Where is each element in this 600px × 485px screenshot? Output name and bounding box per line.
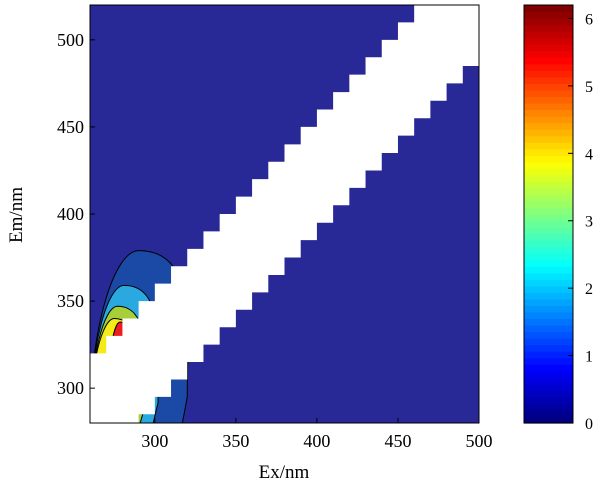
colorbar-segment bbox=[524, 390, 573, 398]
colorbar-segment bbox=[524, 37, 573, 45]
colorbar-segment bbox=[524, 331, 573, 339]
colorbar-tick-label: 5 bbox=[585, 79, 593, 96]
colorbar-segment bbox=[524, 5, 573, 13]
colorbar-segment bbox=[524, 214, 573, 222]
colorbar-segment bbox=[524, 272, 573, 280]
colorbar-segment bbox=[524, 403, 573, 411]
colorbar-segment bbox=[524, 318, 573, 326]
colorbar-segment bbox=[524, 168, 573, 176]
colorbar-segment bbox=[524, 416, 573, 424]
colorbar-segment bbox=[524, 200, 573, 209]
x-tick-label: 400 bbox=[303, 431, 330, 451]
colorbar-segment bbox=[524, 246, 573, 254]
colorbar-tick-label: 0 bbox=[585, 416, 593, 433]
colorbar-segment bbox=[524, 44, 573, 52]
x-axis: 300 350 400 450 500 bbox=[141, 418, 493, 451]
colorbar-segment bbox=[524, 325, 573, 333]
colorbar-segment bbox=[524, 351, 573, 359]
y-axis-label: Em/nm bbox=[6, 187, 27, 243]
y-tick-label: 500 bbox=[57, 30, 84, 50]
colorbar-segment bbox=[524, 409, 573, 418]
colorbar-segment bbox=[524, 155, 573, 163]
colorbar-segment bbox=[524, 181, 573, 189]
plot-area bbox=[90, 5, 479, 423]
colorbar-segment bbox=[524, 70, 573, 78]
colorbar-segment bbox=[524, 129, 573, 137]
colorbar-segment bbox=[524, 24, 573, 32]
colorbar-segment bbox=[524, 148, 573, 156]
colorbar-tick-label: 4 bbox=[585, 146, 593, 163]
colorbar-segment bbox=[524, 292, 573, 300]
colorbar-segment bbox=[524, 174, 573, 182]
colorbar-segment bbox=[524, 31, 573, 39]
colorbar-segment bbox=[524, 285, 573, 293]
colorbar-tick-label: 6 bbox=[585, 11, 593, 28]
x-tick-label: 350 bbox=[222, 431, 249, 451]
y-axis: 300 350 400 450 500 bbox=[57, 30, 95, 398]
colorbar-segment bbox=[524, 240, 573, 248]
colorbar-tick-label: 3 bbox=[585, 214, 593, 231]
colorbar-segment bbox=[524, 96, 573, 104]
colorbar-segment bbox=[524, 102, 573, 111]
colorbar-segment bbox=[524, 63, 573, 71]
colorbar-segment bbox=[524, 83, 573, 91]
x-tick-label: 450 bbox=[384, 431, 411, 451]
y-tick-label: 450 bbox=[57, 117, 84, 137]
x-tick-label: 300 bbox=[141, 431, 168, 451]
colorbar-segment bbox=[524, 220, 573, 228]
colorbar-segment bbox=[524, 57, 573, 65]
colorbar-tick-label: 2 bbox=[585, 281, 593, 298]
colorbar-segment bbox=[524, 109, 573, 117]
colorbar-segment bbox=[524, 279, 573, 287]
colorbar-frame bbox=[523, 4, 574, 424]
colorbar-segment bbox=[524, 194, 573, 202]
colorbar-segment bbox=[524, 266, 573, 274]
colorbar-segment bbox=[524, 122, 573, 130]
colorbar-segment bbox=[524, 396, 573, 405]
x-axis-label: Ex/nm bbox=[259, 462, 310, 483]
colorbar-segment bbox=[524, 259, 573, 267]
colorbar-segment bbox=[524, 338, 573, 346]
colorbar-segment bbox=[524, 207, 573, 215]
y-tick-label: 350 bbox=[57, 291, 84, 311]
colorbar-segment bbox=[524, 377, 573, 385]
colorbar-segment bbox=[524, 357, 573, 365]
x-tick-label: 500 bbox=[466, 431, 493, 451]
colorbar-segment bbox=[524, 344, 573, 352]
colorbar-segment bbox=[524, 383, 573, 391]
colorbar-segment bbox=[524, 135, 573, 143]
colorbar-segment bbox=[524, 227, 573, 235]
colorbar-segment bbox=[524, 187, 573, 196]
y-tick-label: 400 bbox=[57, 204, 84, 224]
colorbar-segment bbox=[524, 161, 573, 169]
colorbar-tick-label: 1 bbox=[585, 349, 593, 366]
y-tick-label: 300 bbox=[57, 378, 84, 398]
colorbar-segment bbox=[524, 50, 573, 58]
colorbar-segment bbox=[524, 76, 573, 84]
colorbar-segment bbox=[524, 11, 573, 19]
colorbar-segment bbox=[524, 233, 573, 241]
scatter-mask-band bbox=[90, 5, 479, 423]
colorbar-segment bbox=[524, 142, 573, 150]
colorbar-segment bbox=[524, 253, 573, 261]
colorbar-segment bbox=[524, 116, 573, 124]
colorbar-segment bbox=[524, 364, 573, 372]
colorbar-segment bbox=[524, 370, 573, 378]
colorbar-segment bbox=[524, 311, 573, 320]
colorbar-segment bbox=[524, 18, 573, 26]
colorbar-segment bbox=[524, 305, 573, 313]
colorbar-segment bbox=[524, 89, 573, 98]
colorbar-segment bbox=[524, 298, 573, 307]
colorbar: 0 1 2 3 4 5 6 bbox=[523, 4, 593, 433]
